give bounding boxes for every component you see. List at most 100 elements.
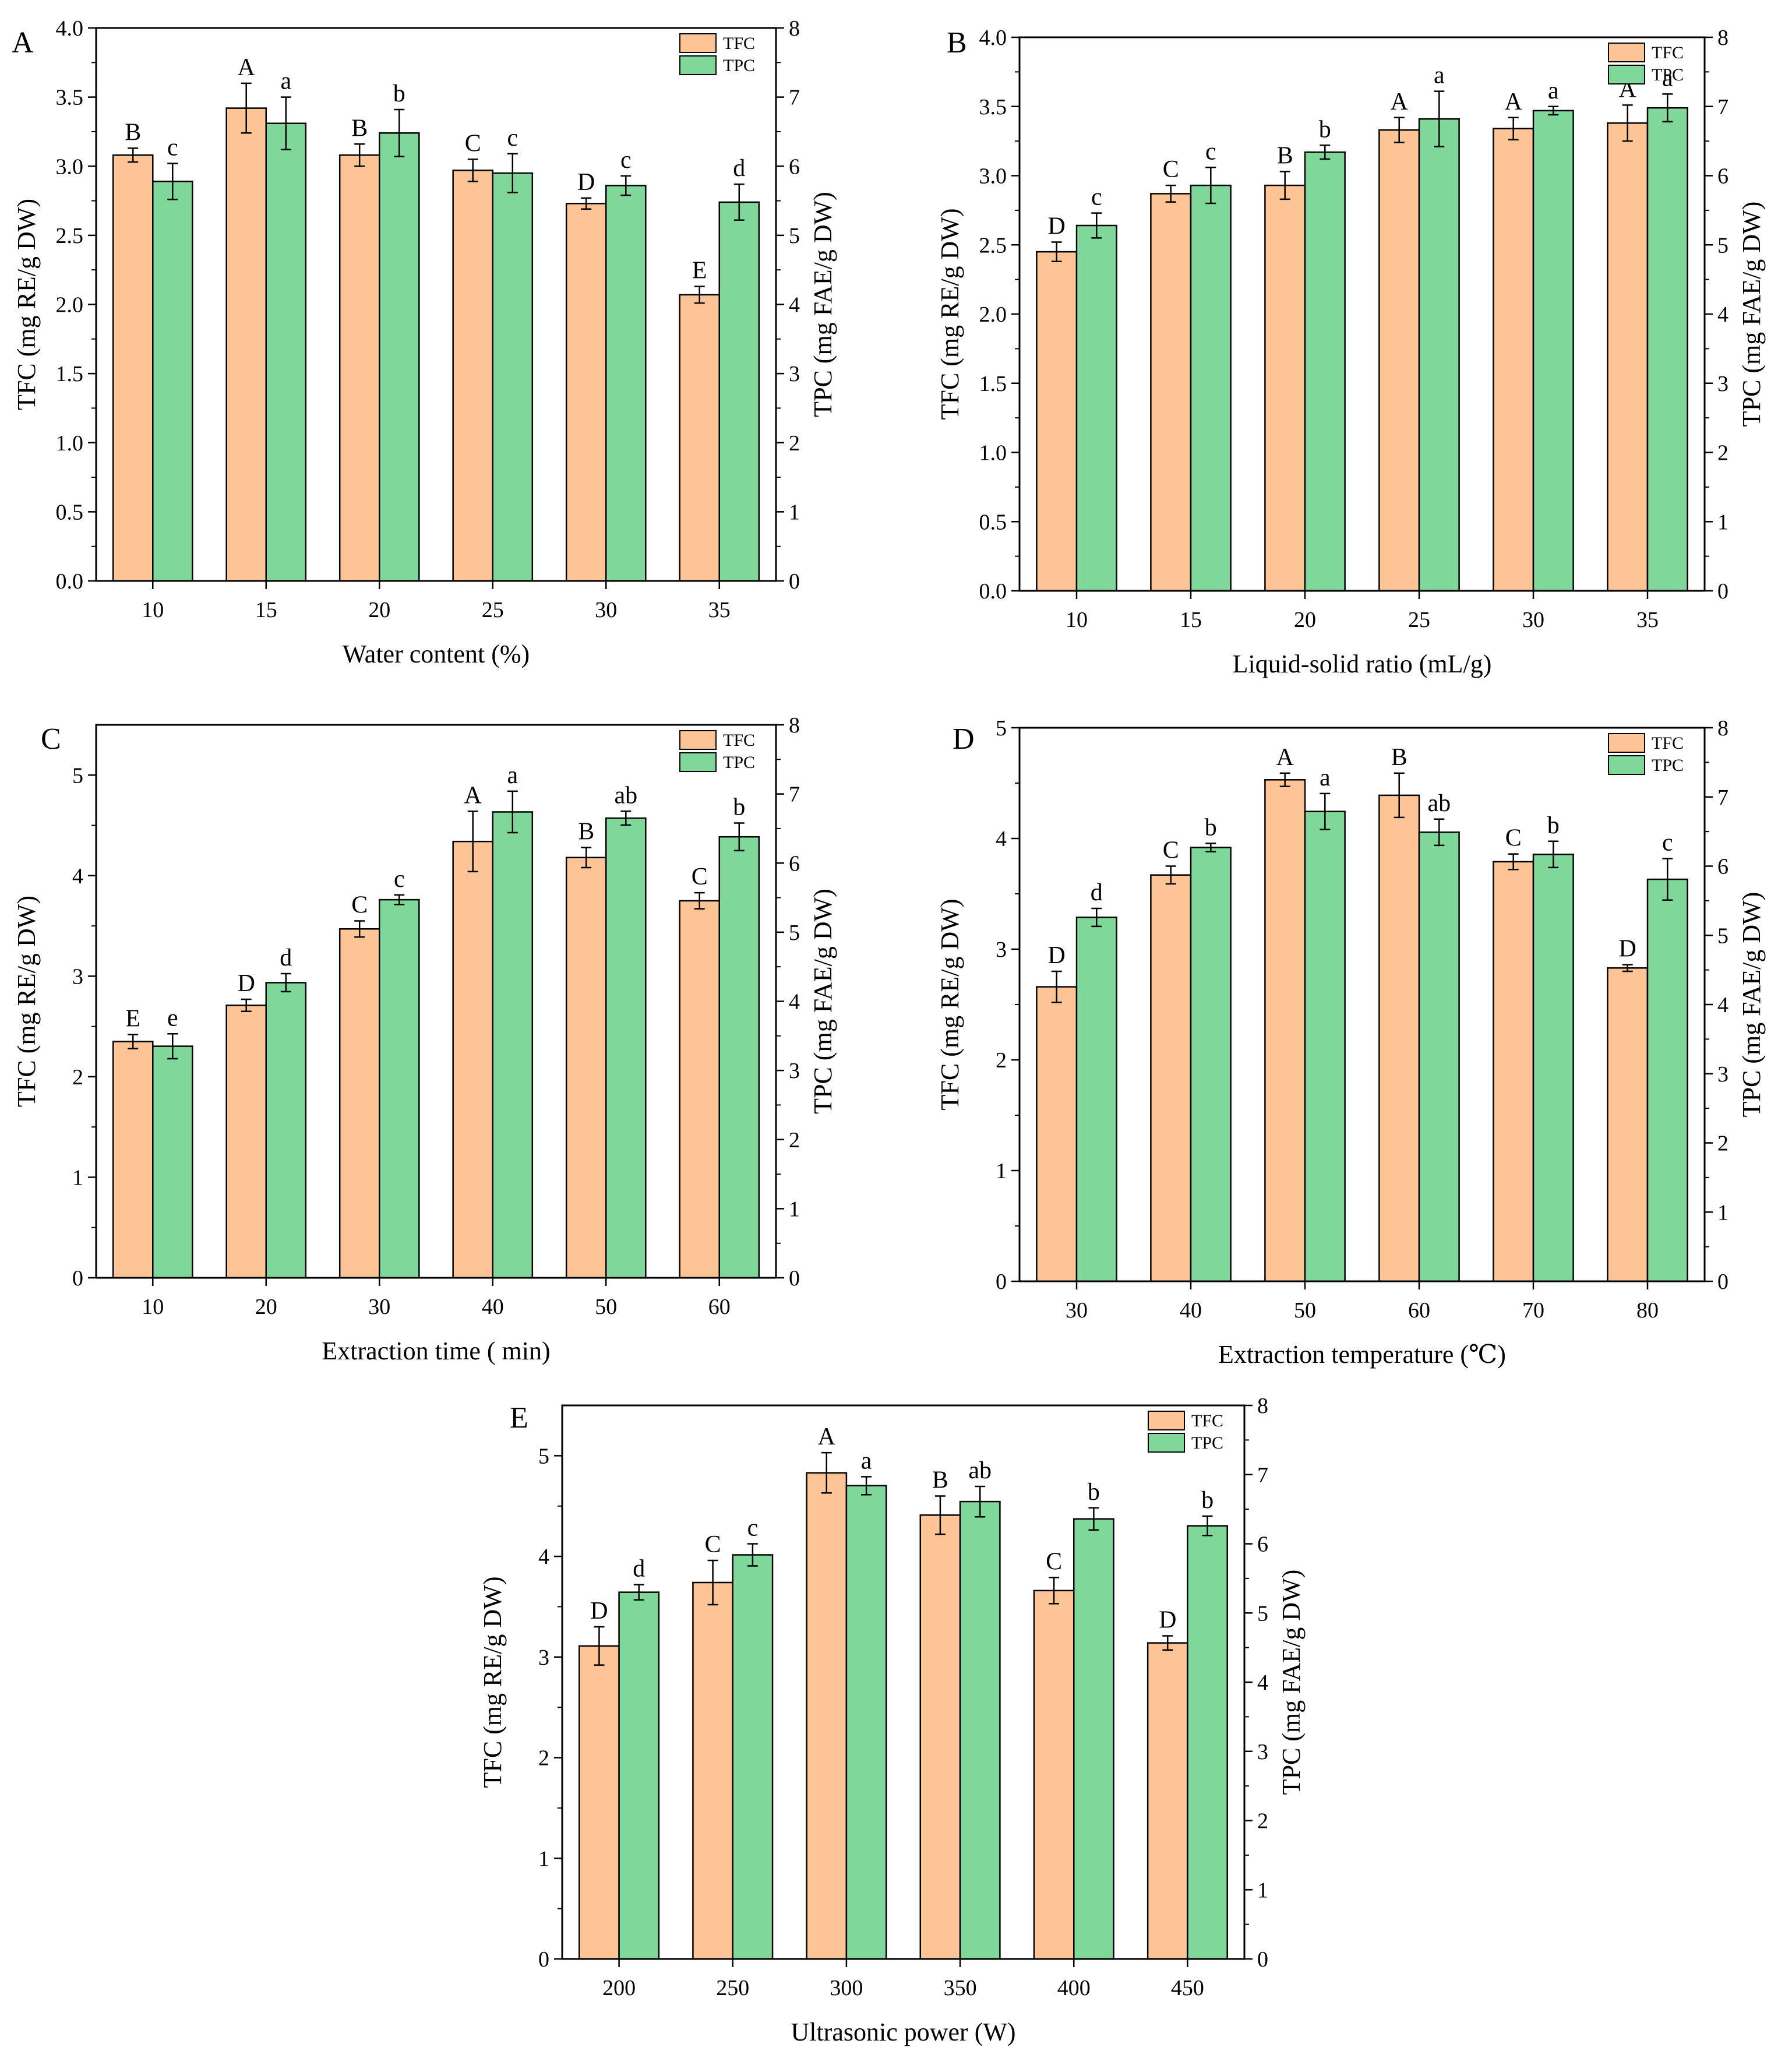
- legend: TFC TPC: [679, 730, 755, 772]
- tfc-significance-label: E: [692, 258, 707, 284]
- y2-tick-label: 0: [1717, 1270, 1728, 1294]
- legend-label-tpc: TPC: [723, 56, 755, 75]
- legend-swatch-tfc: [1148, 1411, 1185, 1430]
- y2-axis-title: TPC (mg FAE/g DW): [1277, 1570, 1306, 1795]
- tfc-bar: [578, 1645, 620, 1960]
- tfc-significance-label: C: [351, 891, 368, 918]
- x-tick-label: 60: [708, 1295, 731, 1319]
- tpc-bar: [1073, 1518, 1114, 1960]
- tfc-bar: [565, 203, 607, 582]
- y2-tick-label: 1: [1257, 1878, 1268, 1902]
- y-tick-label: 5: [72, 763, 83, 788]
- x-tick-label: 35: [1636, 608, 1659, 632]
- x-tick-label: 30: [368, 1295, 390, 1319]
- tfc-significance-label: B: [578, 819, 594, 845]
- plot-frame: [561, 1404, 1246, 1960]
- y-tick-label: 1.0: [56, 431, 84, 456]
- x-tick-label: 30: [595, 598, 617, 622]
- legend-label-tfc: TFC: [1652, 734, 1684, 753]
- y2-tick-label: 7: [1717, 785, 1728, 810]
- y2-tick-label: 1: [789, 500, 800, 524]
- legend-label-tfc: TFC: [723, 731, 755, 750]
- panel-label: E: [510, 1401, 528, 1435]
- tpc-significance-label: ab: [614, 782, 637, 809]
- tfc-bar: [338, 154, 380, 582]
- tfc-significance-label: B: [125, 119, 141, 146]
- tfc-bar: [1264, 779, 1306, 1282]
- x-tick-label: 20: [368, 598, 390, 622]
- tfc-bar: [112, 1041, 154, 1279]
- tfc-significance-label: D: [590, 1598, 608, 1624]
- y-tick-label: 4: [72, 864, 83, 889]
- tfc-significance-label: A: [464, 782, 482, 809]
- tpc-significance-label: d: [1091, 879, 1103, 906]
- x-tick-label: 50: [595, 1295, 617, 1319]
- legend-swatch-tfc: [1608, 43, 1645, 62]
- tpc-bar: [718, 836, 760, 1279]
- panel-label: D: [953, 723, 975, 756]
- tpc-significance-label: c: [167, 135, 178, 161]
- tfc-bar: [1378, 794, 1420, 1282]
- tfc-bar: [919, 1514, 961, 1960]
- y-tick-label: 1: [538, 1846, 549, 1871]
- tpc-significance-label: a: [1434, 62, 1445, 89]
- tpc-significance-label: b: [1088, 1479, 1100, 1506]
- y2-tick-label: 8: [1717, 26, 1728, 50]
- tfc-bar: [112, 154, 154, 582]
- x-tick-label: 80: [1636, 1298, 1659, 1323]
- tfc-significance-label: C: [465, 130, 481, 157]
- panel-label: A: [12, 26, 34, 59]
- tfc-significance-label: A: [238, 54, 256, 81]
- tpc-significance-label: c: [747, 1515, 759, 1542]
- tfc-significance-label: B: [932, 1467, 948, 1493]
- tpc-bar: [1532, 110, 1574, 592]
- legend-label-tpc: TPC: [1652, 65, 1684, 84]
- tfc-significance-label: D: [1048, 213, 1066, 240]
- tpc-bar: [605, 817, 647, 1279]
- tpc-bar: [1075, 224, 1117, 592]
- y-tick-label: 0: [72, 1266, 83, 1291]
- tfc-significance-label: A: [818, 1423, 836, 1450]
- y2-tick-label: 6: [1717, 164, 1728, 189]
- tfc-bar: [1147, 1642, 1188, 1960]
- tpc-significance-label: c: [1091, 184, 1102, 211]
- tpc-bar: [1532, 854, 1574, 1282]
- y2-tick-label: 7: [1257, 1463, 1268, 1488]
- tfc-significance-label: C: [692, 864, 708, 890]
- x-tick-label: 20: [1294, 608, 1316, 632]
- y2-tick-label: 0: [1717, 579, 1728, 604]
- tfc-significance-label: C: [1163, 837, 1179, 864]
- tpc-bar: [1304, 810, 1346, 1282]
- tfc-bar: [225, 107, 267, 582]
- x-tick-label: 25: [1408, 608, 1430, 632]
- tpc-significance-label: ab: [1427, 790, 1451, 817]
- tfc-significance-label: B: [351, 115, 368, 142]
- tfc-bar: [338, 928, 380, 1279]
- tpc-significance-label: a: [1320, 764, 1331, 791]
- y2-tick-label: 1: [789, 1197, 800, 1221]
- y-tick-label: 3.0: [979, 164, 1007, 189]
- tfc-significance-label: D: [1159, 1607, 1176, 1634]
- tfc-bar: [225, 1005, 267, 1279]
- tpc-significance-label: b: [733, 794, 745, 820]
- tpc-bar: [845, 1485, 887, 1960]
- legend-swatch-tfc: [679, 33, 717, 53]
- y-tick-label: 1.5: [979, 372, 1007, 396]
- y2-tick-label: 5: [1717, 233, 1728, 258]
- tpc-significance-label: b: [1205, 814, 1217, 841]
- y2-tick-label: 7: [789, 86, 800, 110]
- tpc-bar: [605, 185, 647, 582]
- tfc-significance-label: D: [577, 169, 595, 196]
- tfc-significance-label: A: [1391, 89, 1409, 115]
- panel-a: A B A B C D Ec a b c c d 0.0 0.5 1.0 1.5 2.0 2.5 3.0 3.5 4.0…: [12, 16, 837, 668]
- tfc-significance-label: C: [1046, 1548, 1062, 1575]
- y2-axis-title: TPC (mg FAE/g DW): [809, 192, 837, 417]
- y2-tick-label: 2: [1717, 1132, 1728, 1156]
- x-axis-title: Ultrasonic power (W): [791, 2018, 1015, 2046]
- legend: TFC TPC: [1608, 733, 1684, 775]
- tfc-bar: [565, 857, 607, 1279]
- tpc-bar: [152, 1045, 193, 1279]
- tfc-bar: [1036, 986, 1078, 1282]
- x-axis-title: Extraction temperature (℃): [1218, 1340, 1506, 1369]
